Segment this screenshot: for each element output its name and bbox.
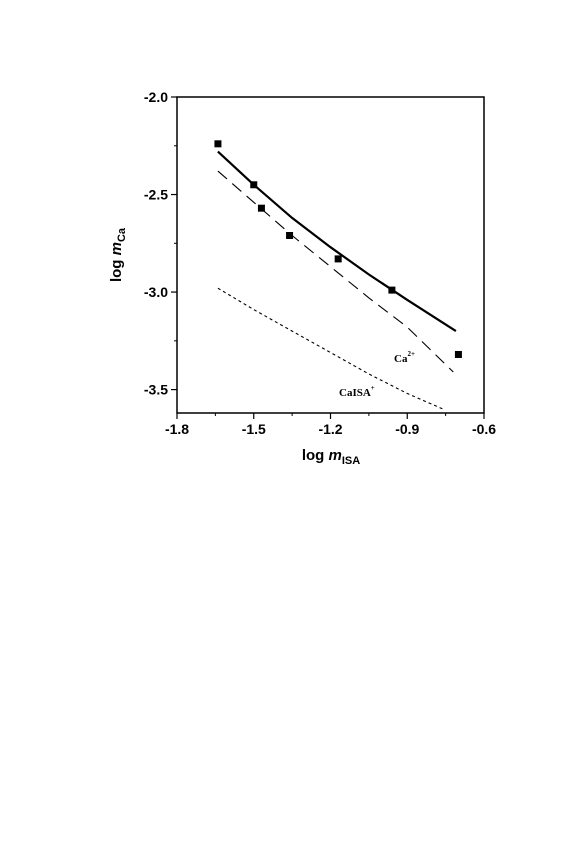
data-point-marker (214, 140, 222, 148)
y-tick-label: -3.5 (144, 382, 168, 398)
x-axis-ticks: -1.8 -1.5 -1.2 -0.9 -0.6 (165, 413, 496, 437)
x-tick-label: -1.8 (165, 421, 189, 437)
data-point-marker (334, 255, 342, 263)
series-label-ca2plus: Ca2+ (394, 350, 415, 365)
y-axis-title: log mCa (108, 227, 128, 282)
data-point-marker (257, 204, 265, 212)
x-tick-label: -1.2 (318, 421, 342, 437)
series-lines (217, 150, 457, 410)
y-tick-label: -3.0 (144, 284, 168, 300)
x-tick-label: -1.5 (242, 421, 266, 437)
data-point-marker (388, 286, 396, 294)
y-tick-label: -2.5 (144, 187, 168, 203)
x-axis-title: log mISA (302, 447, 360, 467)
series-line-dashed (217, 170, 454, 373)
series-line-dotted (217, 287, 444, 410)
data-point-marker (250, 181, 258, 189)
data-point-marker (286, 231, 294, 239)
y-tick-label: -2.0 (144, 89, 168, 105)
series-label-caisaplus: CaISA+ (339, 384, 375, 399)
series-line-solid (217, 150, 457, 333)
y-axis-ticks: -2.0 -2.5 -3.0 -3.5 (144, 89, 177, 398)
plot-frame (176, 96, 485, 414)
x-tick-label: -0.6 (472, 421, 496, 437)
data-point-marker (454, 350, 462, 358)
data-markers (214, 140, 462, 358)
x-tick-label: -0.9 (395, 421, 419, 437)
